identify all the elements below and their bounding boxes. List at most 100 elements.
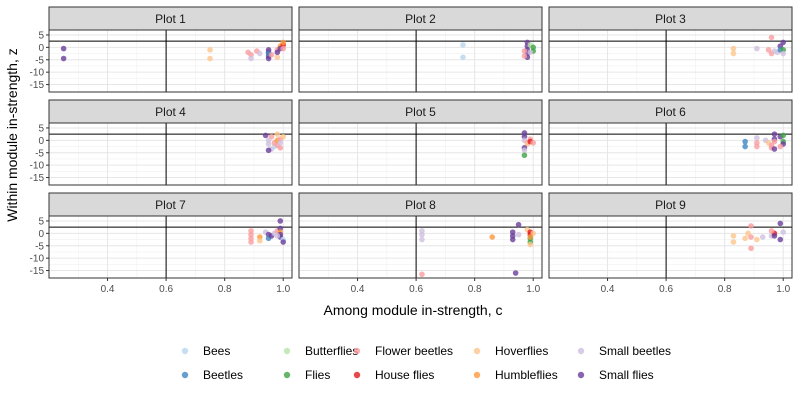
x-tick-label: 0.6: [659, 284, 673, 295]
panel-points: [262, 131, 287, 154]
data-point: [512, 270, 519, 276]
data-point: [265, 141, 272, 147]
panel-border: [298, 215, 543, 279]
y-tick-label: -10: [30, 161, 45, 172]
data-point: [521, 48, 528, 54]
y-tick-label: -10: [30, 254, 45, 265]
y-axis-label: Within module in-strength, z: [4, 48, 20, 222]
data-point: [268, 52, 275, 58]
data-point: [527, 49, 534, 56]
legend-key: [353, 371, 361, 379]
panel-points: [521, 130, 537, 159]
panel-border: [298, 122, 543, 186]
data-point: [730, 239, 737, 245]
panel-2: Plot 2: [298, 6, 543, 93]
legend-key: [577, 347, 585, 355]
panel-border: [548, 122, 793, 186]
data-point: [277, 218, 284, 224]
panel-title: Plot 5: [405, 105, 436, 119]
data-point: [274, 131, 281, 137]
data-point: [256, 50, 263, 57]
data-point: [280, 39, 287, 46]
data-point: [742, 143, 748, 150]
y-tick-label: -10: [30, 68, 45, 79]
legend-item: Flower beetles: [353, 344, 453, 358]
data-point: [748, 245, 754, 252]
panel-points: [419, 221, 537, 278]
data-point: [754, 135, 760, 141]
legend-label: Small beetles: [599, 344, 671, 358]
data-point: [521, 53, 528, 59]
data-point: [280, 239, 287, 245]
data-point: [771, 138, 778, 145]
panel-title: Plot 4: [155, 105, 186, 119]
y-tick-label: -15: [30, 80, 45, 91]
panel-plot-area: [49, 123, 292, 185]
data-point: [265, 147, 272, 154]
data-point: [780, 50, 787, 57]
x-tick-label: 0.6: [409, 284, 423, 295]
data-point: [248, 239, 254, 245]
data-point: [527, 241, 534, 248]
data-point: [280, 133, 287, 140]
data-point: [207, 47, 213, 53]
panel-plot-area: [49, 30, 292, 92]
panel-border: [298, 29, 543, 93]
panel-8: Plot 8 0.4 0.6 0.8 1.0: [298, 192, 543, 295]
data-point: [277, 145, 284, 151]
legend-key: [181, 371, 189, 379]
panel-plot-area: [549, 216, 792, 278]
legend-item: Bees: [181, 344, 230, 358]
legend-label: Flower beetles: [375, 344, 453, 358]
data-point: [771, 233, 778, 239]
legend-label: Butterflies: [305, 344, 358, 358]
data-point: [780, 132, 787, 139]
legend: Bees Butterflies Flower beetles Hoverflies S…: [181, 344, 671, 382]
data-point: [515, 221, 522, 228]
data-point: [730, 45, 737, 52]
legend-key: [283, 371, 291, 379]
x-tick-label: 0.8: [718, 284, 732, 295]
y-tick-label: -5: [35, 241, 44, 252]
data-point: [419, 231, 425, 238]
y-tick-label: 5: [38, 123, 44, 134]
data-point: [530, 140, 537, 146]
panel-3: Plot 3: [548, 6, 793, 93]
data-point: [777, 220, 784, 227]
panel-title: Plot 7: [155, 198, 186, 212]
data-point: [248, 55, 254, 62]
panel-title: Plot 9: [655, 198, 686, 212]
panel-border: [548, 29, 793, 93]
panel-points: [742, 131, 787, 152]
data-point: [262, 132, 269, 139]
x-tick-label: 1.0: [526, 284, 540, 295]
panel-points: [730, 220, 787, 252]
data-point: [780, 229, 787, 235]
legend-label: Flies: [305, 368, 330, 382]
panel-7: Plot 7 5 0-5 -10-15 0.4 0.6 0.8 1.0: [30, 192, 293, 295]
data-point: [256, 238, 263, 244]
data-point: [759, 234, 766, 240]
data-point: [274, 233, 281, 239]
legend-key: [181, 347, 189, 355]
x-tick-label: 0.8: [468, 284, 482, 295]
legend-label: Bees: [203, 344, 230, 358]
panel-border: [48, 215, 293, 279]
panel-grid: [549, 123, 792, 185]
data-point: [521, 147, 528, 154]
data-point: [777, 236, 784, 243]
y-tick-label: 0: [38, 229, 44, 240]
panel-plot-area: [299, 216, 542, 278]
legend-label: Small flies: [599, 368, 654, 382]
x-tick-label: 0.6: [159, 284, 173, 295]
legend-key: [283, 347, 291, 355]
data-point: [742, 235, 748, 242]
legend-key: [473, 371, 481, 379]
legend-item: Butterflies: [283, 344, 358, 358]
panel-title: Plot 3: [655, 12, 686, 26]
data-point: [771, 146, 778, 152]
data-point: [754, 45, 760, 52]
x-tick-label: 1.0: [776, 284, 790, 295]
